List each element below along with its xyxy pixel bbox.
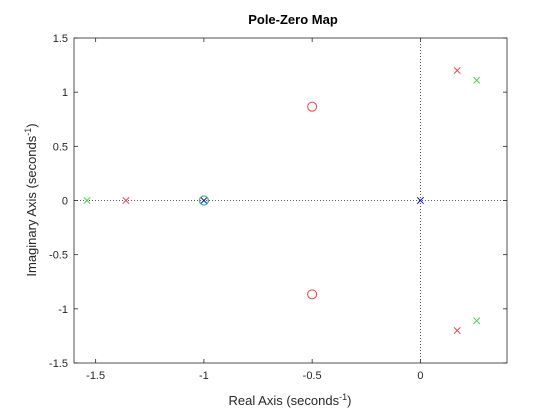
x-axis-label-text: Real Axis (seconds [229, 393, 340, 408]
pole-marker-stroke [122, 196, 130, 205]
zero-marker [198, 195, 209, 206]
pole-marker-stroke [453, 326, 461, 335]
pole-marker [453, 326, 461, 335]
y-tick-label: 0.5 [53, 141, 68, 153]
x-axis-label-close: ) [347, 393, 351, 408]
y-tick-label: -1.5 [49, 358, 68, 370]
pole-marker [473, 76, 481, 84]
y-tick-label: 1 [62, 87, 68, 99]
x-axis-label-superscript: -1 [339, 392, 347, 402]
pole-marker-stroke [416, 196, 424, 205]
y-axis-label-superscript: -1 [23, 128, 33, 136]
x-tick-label: 0 [417, 370, 423, 382]
y-axis-label-text: Imaginary Axis (seconds [24, 135, 39, 276]
pole-marker [122, 196, 130, 205]
pole-marker [473, 317, 481, 325]
pole-marker [83, 196, 91, 205]
y-axis-ticks: -1.5 -1 -0.5 0 0.5 1 1.5 [49, 33, 507, 370]
pole-marker-stroke [83, 196, 91, 205]
pole-marker-stroke [473, 317, 481, 325]
zero-marker [307, 101, 318, 112]
y-tick-label: -1 [58, 304, 68, 316]
x-tick-label: -1.5 [86, 370, 105, 382]
pole-marker-stroke [453, 66, 461, 75]
x-tick-label: -1 [199, 370, 209, 382]
y-tick-label: -0.5 [49, 250, 68, 262]
pole-marker [200, 196, 208, 205]
x-axis-ticks: -1.5 -1 -0.5 0 [86, 38, 423, 382]
pole-marker [453, 66, 461, 75]
pole-marker [416, 196, 424, 205]
zero-marker [307, 289, 318, 300]
x-axis-label: Real Axis (seconds-1) [229, 392, 352, 408]
pole-zero-markers [83, 66, 481, 335]
y-tick-label: 0 [62, 196, 68, 208]
y-tick-label: 1.5 [53, 33, 68, 45]
y-axis-label-close: ) [24, 123, 39, 127]
pole-marker-stroke [200, 196, 208, 205]
chart-title: Pole-Zero Map [248, 12, 338, 27]
pole-marker-stroke [473, 76, 481, 84]
y-axis-label: Imaginary Axis (seconds-1) [23, 123, 39, 276]
x-tick-label: -0.5 [303, 370, 322, 382]
